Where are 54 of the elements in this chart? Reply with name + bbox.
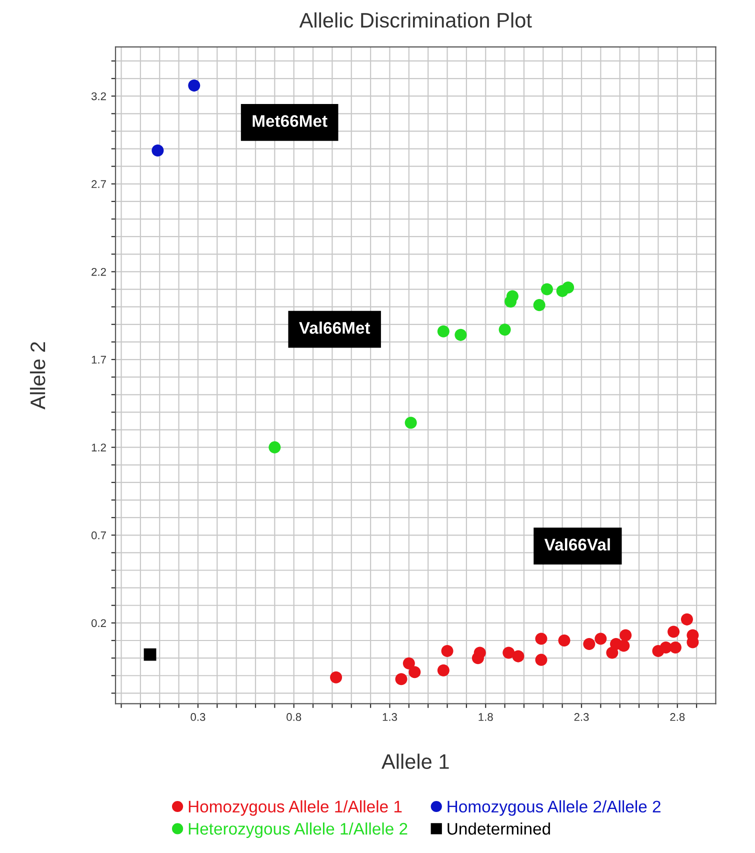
point (454, 328, 467, 341)
x-tick-label: 1.8 (478, 713, 493, 721)
y-tick-label: 3.2 (91, 92, 106, 100)
point (583, 638, 596, 650)
point (669, 642, 682, 654)
annotation: Met66Met (252, 115, 328, 127)
annotation: Val66Met (299, 322, 370, 334)
point (144, 648, 156, 661)
x-tick-label: 2.8 (670, 713, 685, 721)
point (498, 324, 511, 336)
point (502, 646, 515, 659)
point (540, 283, 553, 296)
y-axis-title: Allele 2 (30, 342, 46, 410)
legend-label: Undetermined (448, 822, 550, 835)
point (680, 613, 693, 626)
point (668, 626, 680, 638)
y-tick-label: 2.2 (92, 268, 106, 276)
y-tick-label: 0.2 (91, 619, 106, 628)
point (618, 640, 630, 652)
x-tick-label: 2.3 (574, 713, 589, 721)
point (535, 632, 548, 645)
point (152, 144, 164, 157)
x-tick-label: 0.8 (286, 713, 302, 721)
legend-label: Homozygous Allele 1/Allele 1 (188, 800, 402, 816)
point (402, 657, 415, 670)
x-axis-title: Allele 1 (382, 754, 449, 769)
point (535, 654, 548, 666)
point (562, 281, 574, 294)
point (268, 441, 281, 454)
legend-label: Heterozygous Allele 1/Allele 2 (188, 822, 408, 838)
annotation: Val66Val (544, 538, 610, 551)
y-tick-label: 2.7 (92, 180, 106, 188)
point (620, 629, 632, 642)
legend-label: Homozygous Allele 2/Allele 2 (448, 800, 660, 816)
point (594, 632, 607, 645)
point (408, 666, 421, 678)
point (472, 652, 484, 664)
y-tick-label: 1.2 (92, 444, 106, 452)
point (437, 325, 450, 338)
y-tick-label: 0.7 (91, 531, 106, 540)
point (558, 634, 570, 647)
point (441, 645, 454, 658)
point (395, 673, 408, 686)
x-tick-label: 0.3 (190, 713, 206, 721)
point (437, 664, 450, 676)
point (188, 80, 200, 92)
point (533, 299, 546, 312)
x-tick-label: 1.3 (382, 713, 397, 721)
y-tick-label: 1.7 (92, 356, 106, 364)
point (504, 296, 517, 308)
point (404, 416, 417, 429)
chart-title: Allelic Discrimination Plot (299, 12, 532, 28)
point (512, 650, 524, 662)
point (330, 671, 342, 684)
